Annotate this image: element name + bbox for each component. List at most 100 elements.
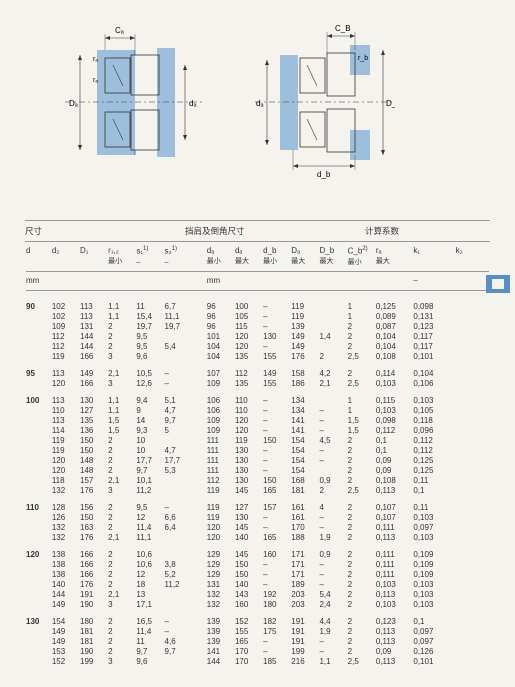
table-row: 1021131,115,411,196105–11910,0890,131 <box>25 312 490 322</box>
cell <box>25 416 51 426</box>
cell: 119 <box>234 436 262 446</box>
cell: 113 <box>51 416 79 426</box>
cell: 19,7 <box>164 322 206 332</box>
table-row: 11916639,610413515517622,50,1080,101 <box>25 352 490 362</box>
cell: 95 <box>25 369 51 379</box>
cell: 119 <box>206 503 234 513</box>
cell <box>25 446 51 456</box>
cell: 130 <box>262 332 290 342</box>
cell: 149 <box>79 369 107 379</box>
cell: 0,123 <box>412 322 454 332</box>
cell: 189 <box>290 580 318 590</box>
cell: 0,109 <box>412 550 454 560</box>
cell: – <box>164 379 206 389</box>
cell: 3 <box>107 486 135 496</box>
cell: 131 <box>206 580 234 590</box>
cell: 165 <box>262 486 290 496</box>
cell: 5,2 <box>164 570 206 580</box>
cell: – <box>318 456 346 466</box>
cell: 9,6 <box>135 657 163 667</box>
cell: 203 <box>290 600 318 610</box>
cell: 0,111 <box>375 523 413 533</box>
cell: 0,108 <box>375 352 413 362</box>
cell: 130 <box>234 446 262 456</box>
cell: 130 <box>234 476 262 486</box>
cell: 191 <box>290 637 318 647</box>
cell: 128 <box>51 503 79 513</box>
cell: 2 <box>347 637 375 647</box>
cell: 2 <box>107 456 135 466</box>
cell: 2 <box>347 600 375 610</box>
cell: 165 <box>234 637 262 647</box>
cell: 2,1 <box>107 369 135 379</box>
spec-table: d d₂ D₁ r₁,₂最小 s₁1)– s₂1)– dₐ最小 dₐ最大 d_b… <box>25 246 490 667</box>
table-row: 149190317,11321601802032,420,1030,103 <box>25 600 490 610</box>
cell: 6,7 <box>164 302 206 312</box>
cell: 136 <box>79 426 107 436</box>
cell <box>164 332 206 342</box>
cell: 0,113 <box>375 590 413 600</box>
cell <box>25 466 51 476</box>
cell: 111 <box>206 446 234 456</box>
diagram-right: C_B dₐ d_b D_b r_b <box>255 20 395 180</box>
cell: 2,1 <box>107 590 135 600</box>
cell: 0,107 <box>375 513 413 523</box>
table-row: 1441912,1131321431922035,420,1130,103 <box>25 590 490 600</box>
side-tab-icon <box>486 275 510 293</box>
cell <box>164 657 206 667</box>
cell: 0,09 <box>375 466 413 476</box>
cell: 141 <box>290 426 318 436</box>
cell: 149 <box>262 369 290 379</box>
cell: 2 <box>347 513 375 523</box>
cell: 2,1 <box>318 379 346 389</box>
cell <box>318 342 346 352</box>
cell: 11 <box>135 302 163 312</box>
cell: 192 <box>262 590 290 600</box>
cell: 160 <box>234 600 262 610</box>
cell: 113 <box>79 302 107 312</box>
cell: 2 <box>347 550 375 560</box>
cell: 145 <box>234 486 262 496</box>
table-row: 951131492,110,5–1071121491584,220,1140,1… <box>25 369 490 379</box>
cell: 0,1 <box>375 436 413 446</box>
label-da-right: dₐ <box>256 99 264 108</box>
col-Da: Dₐ最大 <box>290 246 318 267</box>
cell: 0,125 <box>412 456 454 466</box>
cell: 2 <box>107 446 135 456</box>
label-ra2: rₐ <box>93 77 98 84</box>
table-row: 132176311,211914516518122,50,1130,1 <box>25 486 490 496</box>
cell: 2 <box>347 617 375 627</box>
cell: 2 <box>107 570 135 580</box>
cell: 3 <box>107 352 135 362</box>
cell: 14 <box>135 416 163 426</box>
cell: 150 <box>234 570 262 580</box>
cell: 0,112 <box>412 436 454 446</box>
cell: 2 <box>107 550 135 560</box>
cell: 19,7 <box>135 322 163 332</box>
cell: 9,4 <box>135 396 163 406</box>
cell: – <box>262 647 290 657</box>
cell: 102 <box>51 312 79 322</box>
cell: 166 <box>79 570 107 580</box>
cell: 180 <box>79 617 107 627</box>
cell: 2 <box>347 533 375 543</box>
cell: 0,112 <box>375 426 413 436</box>
cell: 2 <box>107 436 135 446</box>
cell: 181 <box>79 637 107 647</box>
cell: 0,9 <box>318 550 346 560</box>
cell: 10 <box>135 436 163 446</box>
cell: 0,103 <box>375 600 413 610</box>
table-row: 120138166210,61291451601710,920,1110,109 <box>25 550 490 560</box>
col-da: dₐ最小 <box>206 246 234 267</box>
cell: 0,113 <box>375 637 413 647</box>
cell: 0,117 <box>412 342 454 352</box>
cell: 2 <box>107 513 135 523</box>
cell: 0,11 <box>412 476 454 486</box>
cell: 0,115 <box>375 396 413 406</box>
cell <box>25 590 51 600</box>
col-db: d_b最小 <box>262 246 290 267</box>
cell: 139 <box>206 627 234 637</box>
cell: 132 <box>51 523 79 533</box>
cell: 4 <box>318 503 346 513</box>
table-row: 120148217,717,7111130–154–20,090,125 <box>25 456 490 466</box>
